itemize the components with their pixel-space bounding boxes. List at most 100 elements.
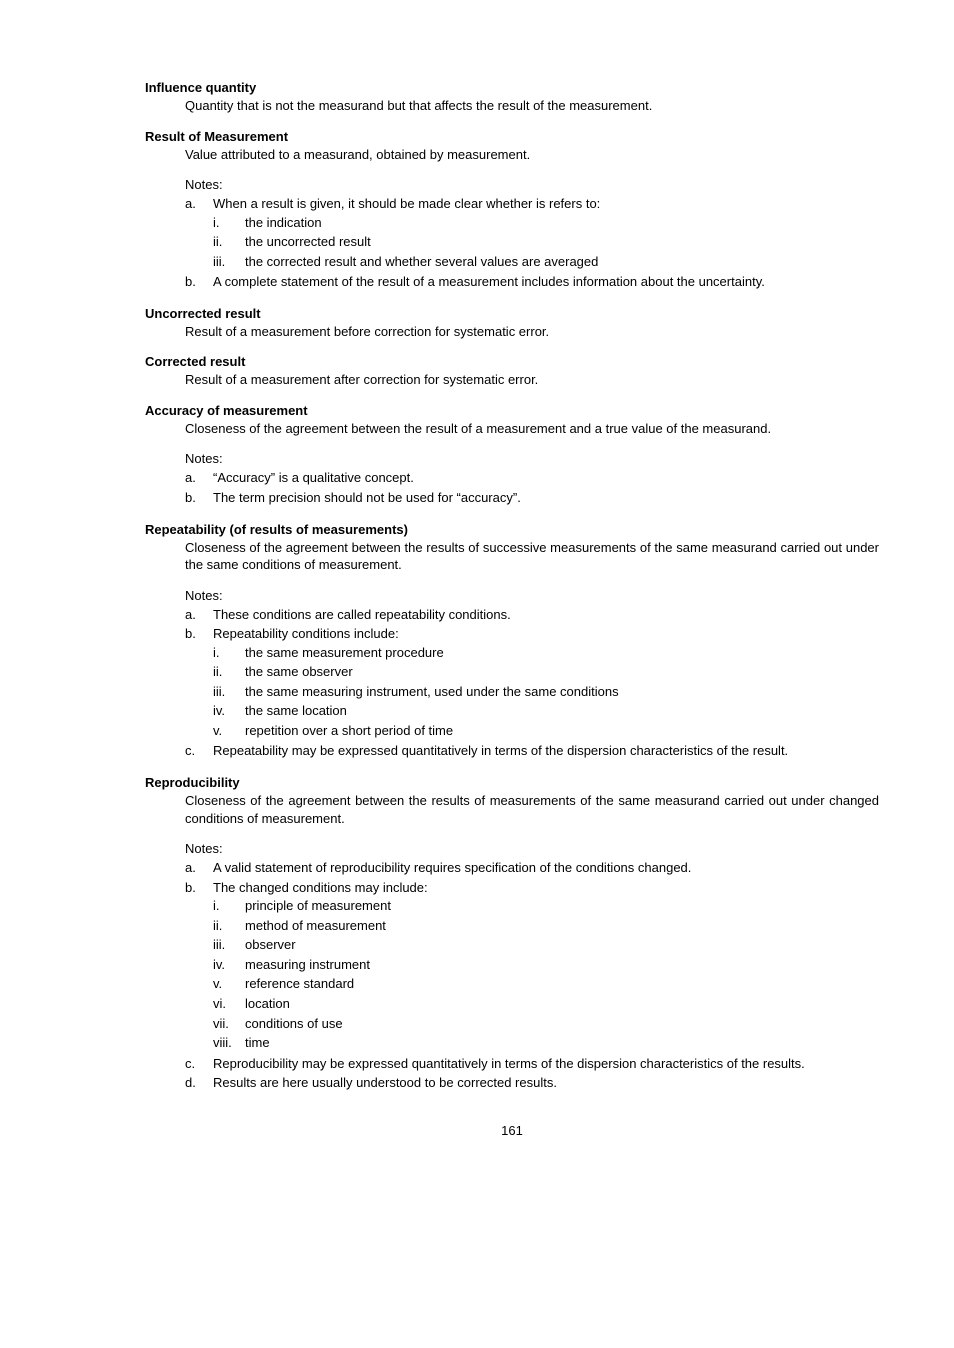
notes-list: a.A valid statement of reproducibility r… — [185, 858, 879, 1093]
list-item: i.principle of measurement — [213, 896, 879, 916]
notes-heading: Notes: — [185, 588, 879, 603]
list-content: Reproducibility may be expressed quantit… — [213, 1055, 879, 1073]
list-content: “Accuracy” is a qualitative concept. — [213, 469, 879, 487]
list-text: the same observer — [245, 663, 879, 681]
term-heading: Influence quantity — [145, 80, 879, 95]
list-text: location — [245, 995, 879, 1013]
list-item: v.reference standard — [213, 974, 879, 994]
list-content: Repeatability may be expressed quantitat… — [213, 742, 879, 760]
list-marker: b. — [185, 489, 213, 507]
list-item: v.repetition over a short period of time — [213, 721, 879, 741]
list-item: iv.measuring instrument — [213, 955, 879, 975]
term-definition: Quantity that is not the measurand but t… — [185, 97, 879, 115]
list-text: the same measuring instrument, used unde… — [245, 683, 879, 701]
list-marker: ii. — [213, 233, 245, 251]
list-item: a.A valid statement of reproducibility r… — [185, 858, 879, 878]
list-item: a.When a result is given, it should be m… — [185, 194, 879, 272]
list-content: Repeatability conditions include:i.the s… — [213, 625, 879, 740]
notes-list: a.When a result is given, it should be m… — [185, 194, 879, 292]
term-heading: Corrected result — [145, 354, 879, 369]
document-page: Influence quantity Quantity that is not t… — [0, 0, 954, 1178]
list-marker: a. — [185, 469, 213, 487]
list-marker: i. — [213, 644, 245, 662]
list-text: A complete statement of the result of a … — [213, 273, 879, 291]
list-text: the same measurement procedure — [245, 644, 879, 662]
list-marker: vii. — [213, 1015, 245, 1033]
list-text: Reproducibility may be expressed quantit… — [213, 1055, 879, 1073]
list-text: conditions of use — [245, 1015, 879, 1033]
list-marker: ii. — [213, 663, 245, 681]
list-item: iii.the same measuring instrument, used … — [213, 682, 879, 702]
list-marker: vi. — [213, 995, 245, 1013]
term-definition: Closeness of the agreement between the r… — [185, 792, 879, 827]
list-text: These conditions are called repeatabilit… — [213, 606, 879, 624]
list-text: The term precision should not be used fo… — [213, 489, 879, 507]
term-definition: Result of a measurement before correctio… — [185, 323, 879, 341]
list-marker: iii. — [213, 936, 245, 954]
list-marker: c. — [185, 1055, 213, 1073]
list-item: vii.conditions of use — [213, 1014, 879, 1034]
sub-list: i.the indicationii.the uncorrected resul… — [213, 213, 879, 272]
list-marker: b. — [185, 273, 213, 291]
list-item: viii.time — [213, 1033, 879, 1053]
page-number: 161 — [145, 1123, 879, 1138]
list-item: c.Reproducibility may be expressed quant… — [185, 1054, 879, 1074]
list-marker: a. — [185, 606, 213, 624]
list-text: the indication — [245, 214, 879, 232]
list-marker: a. — [185, 859, 213, 877]
list-item: ii.the same observer — [213, 662, 879, 682]
notes-list: a.“Accuracy” is a qualitative concept.b.… — [185, 468, 879, 507]
list-marker: iii. — [213, 683, 245, 701]
list-item: iii.observer — [213, 935, 879, 955]
term-heading: Result of Measurement — [145, 129, 879, 144]
list-text: A valid statement of reproducibility req… — [213, 859, 879, 877]
list-marker: i. — [213, 897, 245, 915]
list-content: The term precision should not be used fo… — [213, 489, 879, 507]
list-marker: c. — [185, 742, 213, 760]
term-heading: Reproducibility — [145, 775, 879, 790]
list-item: d.Results are here usually understood to… — [185, 1073, 879, 1093]
list-text: measuring instrument — [245, 956, 879, 974]
list-item: b.A complete statement of the result of … — [185, 272, 879, 292]
list-text: Results are here usually understood to b… — [213, 1074, 879, 1092]
list-marker: v. — [213, 975, 245, 993]
term-heading: Uncorrected result — [145, 306, 879, 321]
list-text: “Accuracy” is a qualitative concept. — [213, 469, 879, 487]
list-item: c.Repeatability may be expressed quantit… — [185, 741, 879, 761]
list-text: repetition over a short period of time — [245, 722, 879, 740]
list-item: ii.method of measurement — [213, 916, 879, 936]
term-definition: Value attributed to a measurand, obtaine… — [185, 146, 879, 164]
list-marker: b. — [185, 625, 213, 740]
list-marker: iv. — [213, 702, 245, 720]
list-content: Results are here usually understood to b… — [213, 1074, 879, 1092]
list-item: iv.the same location — [213, 701, 879, 721]
list-marker: i. — [213, 214, 245, 232]
list-text: method of measurement — [245, 917, 879, 935]
notes-heading: Notes: — [185, 177, 879, 192]
list-marker: iii. — [213, 253, 245, 271]
term-definition: Closeness of the agreement between the r… — [185, 420, 879, 438]
list-item: i.the same measurement procedure — [213, 643, 879, 663]
list-marker: b. — [185, 879, 213, 1053]
term-heading: Accuracy of measurement — [145, 403, 879, 418]
list-marker: d. — [185, 1074, 213, 1092]
notes-list: a.These conditions are called repeatabil… — [185, 605, 879, 761]
notes-heading: Notes: — [185, 841, 879, 856]
term-heading: Repeatability (of results of measurement… — [145, 522, 879, 537]
list-text: the same location — [245, 702, 879, 720]
list-marker: iv. — [213, 956, 245, 974]
list-text: principle of measurement — [245, 897, 879, 915]
list-item: i.the indication — [213, 213, 879, 233]
term-definition: Closeness of the agreement between the r… — [185, 539, 879, 574]
list-item: b.Repeatability conditions include:i.the… — [185, 624, 879, 741]
list-content: The changed conditions may include:i.pri… — [213, 879, 879, 1053]
list-content: A valid statement of reproducibility req… — [213, 859, 879, 877]
list-text: Repeatability may be expressed quantitat… — [213, 742, 879, 760]
list-marker: viii. — [213, 1034, 245, 1052]
sub-list: i.the same measurement procedureii.the s… — [213, 643, 879, 741]
list-item: b.The term precision should not be used … — [185, 488, 879, 508]
list-text: the uncorrected result — [245, 233, 879, 251]
list-text: the corrected result and whether several… — [245, 253, 879, 271]
sub-list: i.principle of measurementii.method of m… — [213, 896, 879, 1052]
list-content: A complete statement of the result of a … — [213, 273, 879, 291]
